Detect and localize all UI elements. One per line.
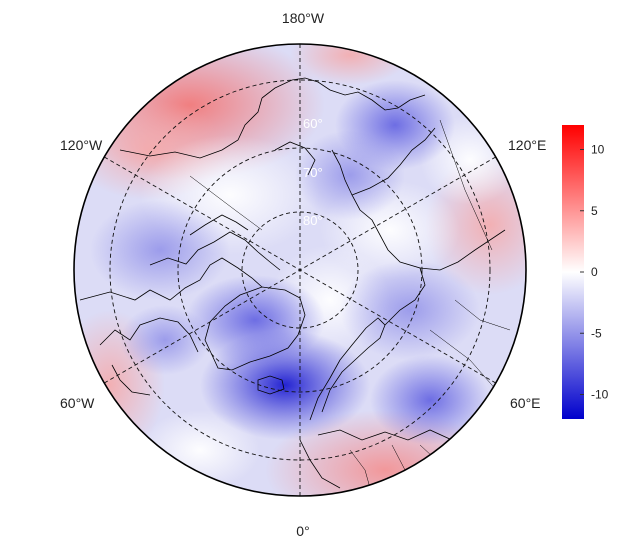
lat-circle-70: [177, 147, 423, 393]
map-border: [73, 43, 527, 497]
colorbar: 10 5 0 -5 -10: [562, 125, 609, 419]
colorbar-tick-label: 5: [591, 204, 598, 218]
lat-circle-60: [109, 79, 491, 461]
coastlines: [79, 77, 506, 489]
lon-label-0: 0°: [296, 523, 309, 539]
colorbar-ticks: 10 5 0 -5 -10: [580, 143, 609, 402]
greenland-coastline: [204, 286, 306, 371]
colorbar-tick-label: 10: [591, 143, 605, 157]
lon-label-120e: 120°E: [508, 137, 546, 153]
colorbar-tick-label: 0: [591, 265, 598, 279]
scandinavia-coastline: [309, 317, 386, 421]
lat-label-70: 70°: [303, 165, 323, 180]
meridian-120e-60w: [104, 156, 496, 384]
lat-circle-80: [241, 211, 359, 329]
siberia-coastline: [331, 149, 426, 326]
iceland-coastline: [257, 375, 285, 395]
graticule: [104, 44, 496, 496]
lon-label-180w: 180°W: [282, 10, 325, 26]
colorbar-gradient: [562, 125, 584, 419]
lon-label-60w: 60°W: [60, 395, 95, 411]
lat-label-80: 80°: [303, 213, 323, 228]
lon-label-60e: 60°E: [510, 395, 541, 411]
bering-coastline: [261, 77, 426, 111]
lon-label-120w: 120°W: [60, 137, 103, 153]
anomaly-field: [74, 44, 526, 496]
colorbar-tick-label: -5: [591, 326, 602, 340]
north-america-coastline: [79, 257, 263, 301]
lat-label-60: 60°: [303, 116, 323, 131]
colorbar-tick-label: -10: [591, 388, 609, 402]
